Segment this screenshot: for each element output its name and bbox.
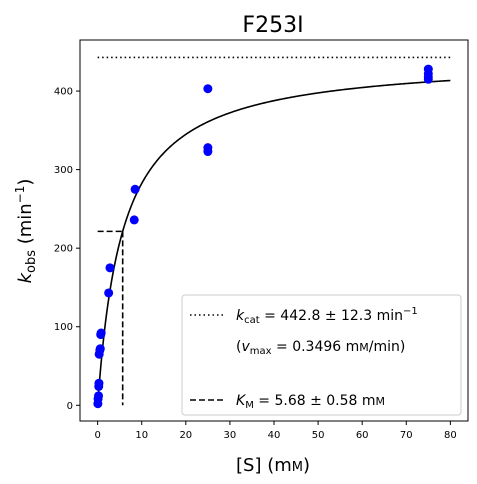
data-point (94, 391, 104, 401)
legend-box (181, 294, 462, 416)
data-point (96, 328, 106, 338)
legend-entry-kcat: kcat = 442.8 ± 12.3 min−1 (236, 306, 418, 326)
data-point (203, 84, 213, 94)
legend-entry-vmax: (vmax = 0.3496 mM/min) (236, 339, 405, 357)
data-point (129, 215, 139, 225)
x-tick-label: 80 (444, 430, 457, 441)
chart-title: F253I (242, 13, 303, 38)
data-points (93, 64, 433, 409)
x-tick-label: 20 (179, 430, 192, 441)
data-point (423, 74, 433, 84)
x-axis-label: [S] (mM) (236, 455, 310, 476)
x-tick-label: 10 (135, 430, 148, 441)
data-point (95, 344, 105, 354)
y-tick-label: 0 (67, 401, 73, 412)
data-point (203, 147, 213, 157)
y-tick-label: 400 (54, 87, 73, 98)
x-tick-label: 30 (224, 430, 237, 441)
y-tick-label: 100 (54, 322, 73, 333)
x-tick-label: 0 (94, 430, 100, 441)
y-axis-label: kobs (min−1) (13, 179, 39, 284)
data-point (130, 184, 140, 194)
legend: kcat = 442.8 ± 12.3 min−1 (vmax = 0.3496… (181, 294, 462, 416)
x-tick-label: 50 (312, 430, 325, 441)
x-tick-label: 40 (268, 430, 281, 441)
x-tick-label: 70 (400, 430, 413, 441)
data-point (105, 263, 115, 273)
y-tick-label: 300 (54, 165, 73, 176)
michaelis-menten-fit-curve (96, 79, 451, 406)
data-point (104, 288, 114, 298)
legend-entry-km: KM = 5.68 ± 0.58 mM (236, 393, 385, 411)
data-point (94, 378, 104, 388)
y-tick-label: 200 (54, 244, 73, 255)
x-tick-label: 60 (356, 430, 369, 441)
y-axis-ticks: 0 100 200 300 400 (54, 87, 80, 412)
x-axis-ticks: 0 10 20 30 40 50 60 70 80 (94, 421, 457, 441)
